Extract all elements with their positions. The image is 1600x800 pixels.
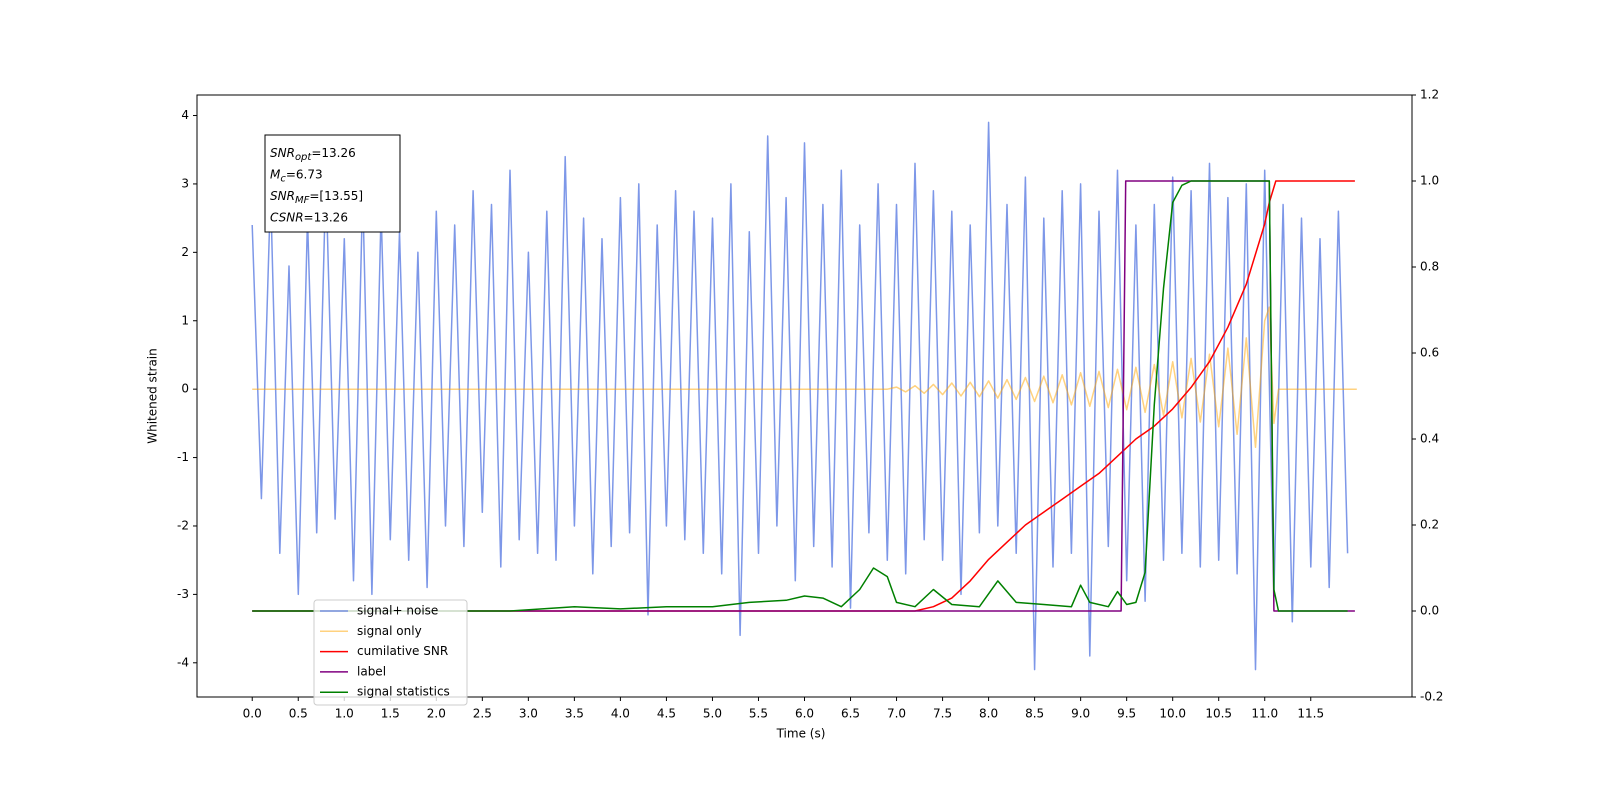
annotation-line: Mc=6.73 [270,167,323,185]
y-tick-label: 0 [181,382,189,396]
plot-area [251,121,1357,671]
annotation-symbol: SNR [270,189,295,203]
legend-label: signal+ noise [357,604,438,618]
y2-tick-label: 0.2 [1420,518,1439,532]
x-tick-label: 1.0 [335,707,354,721]
legend-label: signal statistics [357,685,450,699]
annotation-subscript: c [280,174,286,185]
annotation-subscript: opt [295,152,312,163]
x-tick-label: 8.0 [979,707,998,721]
legend-label: label [357,664,386,678]
x-tick-label: 4.5 [657,707,676,721]
x-tick-label: 8.5 [1025,707,1044,721]
annotation-value: =13.26 [311,146,355,160]
annotation-symbol: M [270,167,281,181]
x-tick-label: 9.5 [1117,707,1136,721]
y-tick-label: -4 [177,655,189,669]
y-tick-label: 3 [181,176,189,190]
annotation-line: SNRopt=13.26 [270,146,356,164]
y-tick-label: 4 [181,108,189,122]
x-tick-label: 1.5 [381,707,400,721]
y2-tick-label: 0.0 [1420,604,1439,618]
x-tick-label: 7.5 [933,707,952,721]
x-tick-label: 11.5 [1297,707,1324,721]
legend: signal+ noise signal only cumilative SNR la… [313,599,468,706]
x-tick-label: 7.0 [887,707,906,721]
annotation-symbol: SNR [270,146,295,160]
x-tick-label: 3.5 [565,707,584,721]
annotation-subscript: MF [295,195,310,206]
x-tick-label: 3.0 [519,707,538,721]
x-tick-label: 4.0 [611,707,630,721]
y2-tick-label: -0.2 [1420,690,1443,704]
y2-tick-label: 0.6 [1420,346,1439,360]
series-line [252,180,1348,612]
annotation-value: =6.73 [286,167,323,181]
y-tick-label: 1 [181,313,189,327]
annotation-frame [264,134,401,233]
x-tick-label: 0.0 [243,707,262,721]
x-axis-label: Time (s) [776,727,826,741]
legend-label: cumilative SNR [357,644,448,658]
y-axis-label: Whitened strain [146,348,160,444]
y2-tick-label: 0.8 [1420,260,1439,274]
x-tick-label: 2.5 [473,707,492,721]
series-line [251,121,1349,671]
y2-tick-label: 1.0 [1420,174,1439,188]
y-tick-label: -2 [177,518,189,532]
x-tick-label: 6.0 [795,707,814,721]
y2-tick-label: 1.2 [1420,88,1439,102]
annotation-box: SNRopt=13.26Mc=6.73SNRMF=[13.55]CSNR=13.… [264,134,401,233]
x-tick-label: 2.0 [427,707,446,721]
annotation-line: SNRMF=[13.55] [270,189,363,207]
x-tick-label: 10.0 [1159,707,1186,721]
series-line [252,180,1355,612]
x-tick-label: 11.0 [1251,707,1278,721]
annotation-line: CSNR=13.26 [270,210,348,224]
x-tick-label: 5.5 [749,707,768,721]
x-tick-label: 0.5 [289,707,308,721]
x-tick-label: 10.5 [1205,707,1232,721]
annotation-value: =[13.55] [309,189,363,203]
x-tick-label: 6.5 [841,707,860,721]
annotation-symbol: CSNR [270,210,304,224]
annotation-value: =13.26 [304,210,348,224]
legend-label: signal only [357,624,422,638]
ticks: 0.0 0.5 1.0 1.5 2.0 2.5 3.0 3.5 4.0 4.5 5.0 5.5 6.0 6… [177,88,1443,721]
y-tick-label: -3 [177,587,189,601]
x-tick-label: 5.0 [703,707,722,721]
legend-frame [313,599,468,706]
y-tick-label: -1 [177,450,189,464]
x-tick-label: 9.0 [1071,707,1090,721]
series-line [252,306,1357,449]
y-tick-label: 2 [181,245,189,259]
y2-tick-label: 0.4 [1420,432,1439,446]
